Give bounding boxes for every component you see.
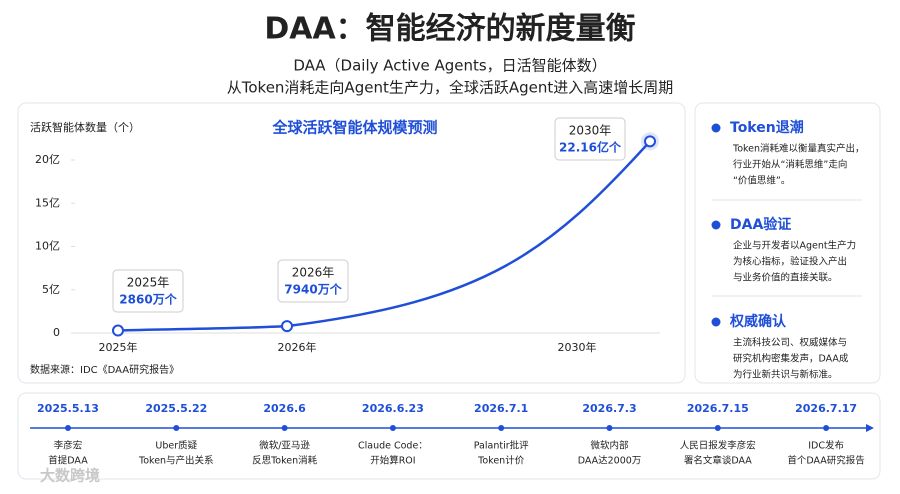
point	[644, 135, 656, 148]
timeline-text: 微软内部	[590, 440, 628, 452]
callout-year: 2025年	[127, 276, 170, 290]
callout-year: 2026年	[292, 266, 335, 280]
insight-text: 企业与开发者以Agent生产力	[733, 240, 856, 252]
y-tick-label: 20亿	[35, 153, 60, 166]
point	[281, 320, 293, 333]
insight-title: Token退潮	[730, 119, 804, 136]
timeline-text: 开始算ROI	[370, 455, 415, 467]
chart-title: 全球活跃智能体规模预测	[271, 119, 437, 137]
timeline-dot	[714, 425, 721, 431]
y-tick-label: 5亿	[42, 283, 60, 296]
subtitle: DAA（Daily Active Agents，日活智能体数）	[293, 57, 606, 75]
bullet	[711, 220, 721, 230]
chart-panel	[17, 102, 686, 384]
series-line	[117, 140, 651, 332]
tagline: 从Token消耗走向Agent生产力，全球活跃Agent进入高速增长周期	[227, 79, 673, 97]
timeline-text: 李彦宏	[54, 440, 83, 452]
timeline-dot	[823, 425, 830, 431]
insight-title: DAA验证	[730, 216, 791, 233]
y-axis-label: 活跃智能体数量（个）	[30, 120, 140, 134]
bullet	[711, 317, 721, 327]
x-tick-label: 2026年	[278, 340, 317, 354]
timeline-date: 2025.5.13	[37, 402, 99, 415]
timeline-text: 人民日报发李彦宏	[680, 440, 756, 452]
timeline-date: 2026.7.1	[474, 402, 528, 415]
timeline-date: 2026.7.3	[582, 402, 636, 415]
timeline-text: 首个DAA研究报告	[787, 455, 864, 467]
timeline-dot	[65, 425, 71, 431]
timeline-text: IDC发布	[808, 440, 844, 452]
timeline-text: Token计价	[477, 455, 525, 467]
timeline-panel	[17, 392, 881, 480]
callout	[112, 269, 184, 313]
timeline-text: Claude Code：	[358, 441, 428, 452]
insight-text: “价值思维”。	[733, 175, 790, 187]
y-tick-label: 10亿	[35, 240, 60, 253]
timeline-date: 2026.6	[263, 402, 306, 415]
data-label: 2860万个	[119, 292, 177, 307]
insight-text: 行业开始从“消耗思维”走向	[733, 159, 847, 171]
insight-text: 与业务价值的直接关联。	[733, 272, 838, 284]
callout	[277, 259, 349, 303]
timeline-date: 2026.7.15	[687, 402, 749, 415]
data-label: 7940万个	[284, 282, 342, 297]
bullet	[711, 123, 721, 133]
insight-text: Token消耗难以衡量真实产出，	[732, 143, 865, 155]
timeline-text: Uber质疑	[155, 440, 197, 452]
insight-title: 权威确认	[729, 313, 787, 330]
callout	[554, 117, 626, 161]
timeline-date: 2026.6.23	[362, 402, 424, 415]
timeline-date: 2025.5.22	[145, 402, 207, 415]
timeline-text: 署名文章谈DAA	[684, 455, 752, 467]
insight-text: 为核心指标，验证投入产出	[733, 256, 847, 268]
timeline-date: 2026.7.17	[795, 402, 857, 415]
data-label: 22.16亿个	[559, 140, 622, 155]
page-title: DAA：智能经济的新度量衡	[264, 12, 635, 47]
timeline-dot	[389, 425, 396, 431]
insight-panel	[694, 102, 881, 384]
x-tick-label: 2025年	[99, 340, 138, 354]
timeline-arrow	[866, 424, 874, 432]
timeline-dot	[173, 425, 180, 431]
timeline-dot	[606, 425, 613, 431]
timeline-text: 微软/亚马逊	[259, 440, 310, 452]
timeline-text: 首提DAA	[48, 455, 88, 467]
timeline-text: Palantir批评	[474, 440, 529, 452]
timeline-text: DAA达2000万	[578, 455, 642, 467]
x-tick-label: 2030年	[558, 340, 597, 354]
source: 数据来源：IDC《DAA研究报告》	[30, 363, 179, 376]
insight-text: 为行业新共识与新标准。	[733, 369, 838, 381]
callout-year: 2030年	[569, 124, 612, 138]
y-tick-label: 0	[53, 326, 60, 339]
y-tick-label: 15亿	[35, 196, 60, 209]
timeline-text: 反思Token消耗	[252, 455, 318, 467]
timeline-text: Token与产出关系	[138, 455, 214, 467]
watermark: 大数跨境	[40, 467, 100, 485]
insight-text: 主流科技公司、权威媒体与	[733, 337, 847, 349]
point	[112, 324, 124, 337]
insight-text: 研究机构密集发声，DAA成	[733, 353, 849, 365]
timeline-dot	[281, 425, 288, 431]
timeline-dot	[498, 425, 505, 431]
